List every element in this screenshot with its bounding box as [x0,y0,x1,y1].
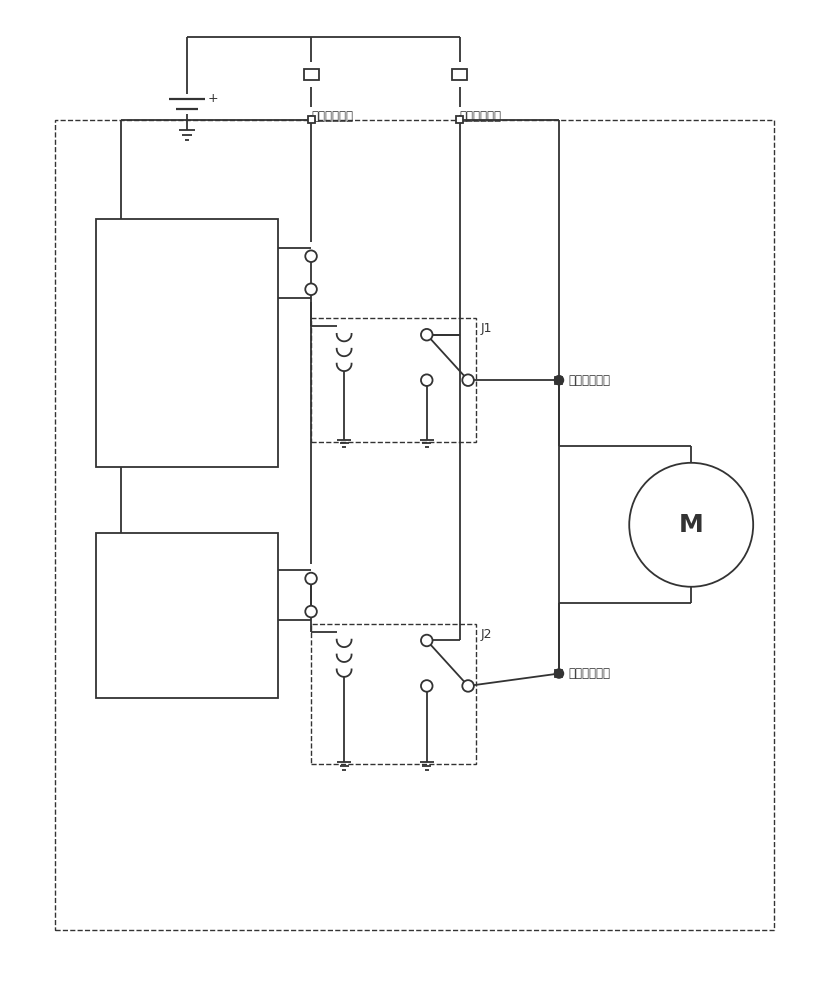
Circle shape [553,669,563,678]
Bar [55,120,773,930]
Bar [311,624,476,764]
Text: 汽车内部线束: 汽车内部线束 [568,667,610,680]
Circle shape [421,374,432,386]
Circle shape [461,374,473,386]
Bar [555,377,562,384]
Circle shape [305,283,317,295]
Bar [456,116,463,123]
Circle shape [553,376,563,385]
Text: 汽车内部线束: 汽车内部线束 [311,110,353,123]
Bar [451,69,466,80]
Circle shape [305,606,317,617]
Text: 汽车内部线束: 汽车内部线束 [459,110,502,123]
Bar [96,533,278,698]
Bar [311,318,476,442]
Text: M: M [678,513,703,537]
Circle shape [421,329,432,341]
Bar [307,116,314,123]
Bar [303,69,319,80]
Circle shape [305,573,317,584]
Circle shape [305,250,317,262]
Circle shape [421,680,432,692]
Text: 汽车内部线束: 汽车内部线束 [568,374,610,387]
Circle shape [629,463,752,587]
Text: J1: J1 [480,322,492,335]
Text: +: + [207,92,218,105]
Circle shape [421,635,432,646]
Bar [555,670,562,677]
Bar [96,219,278,467]
Text: J2: J2 [480,628,492,641]
Circle shape [461,680,473,692]
